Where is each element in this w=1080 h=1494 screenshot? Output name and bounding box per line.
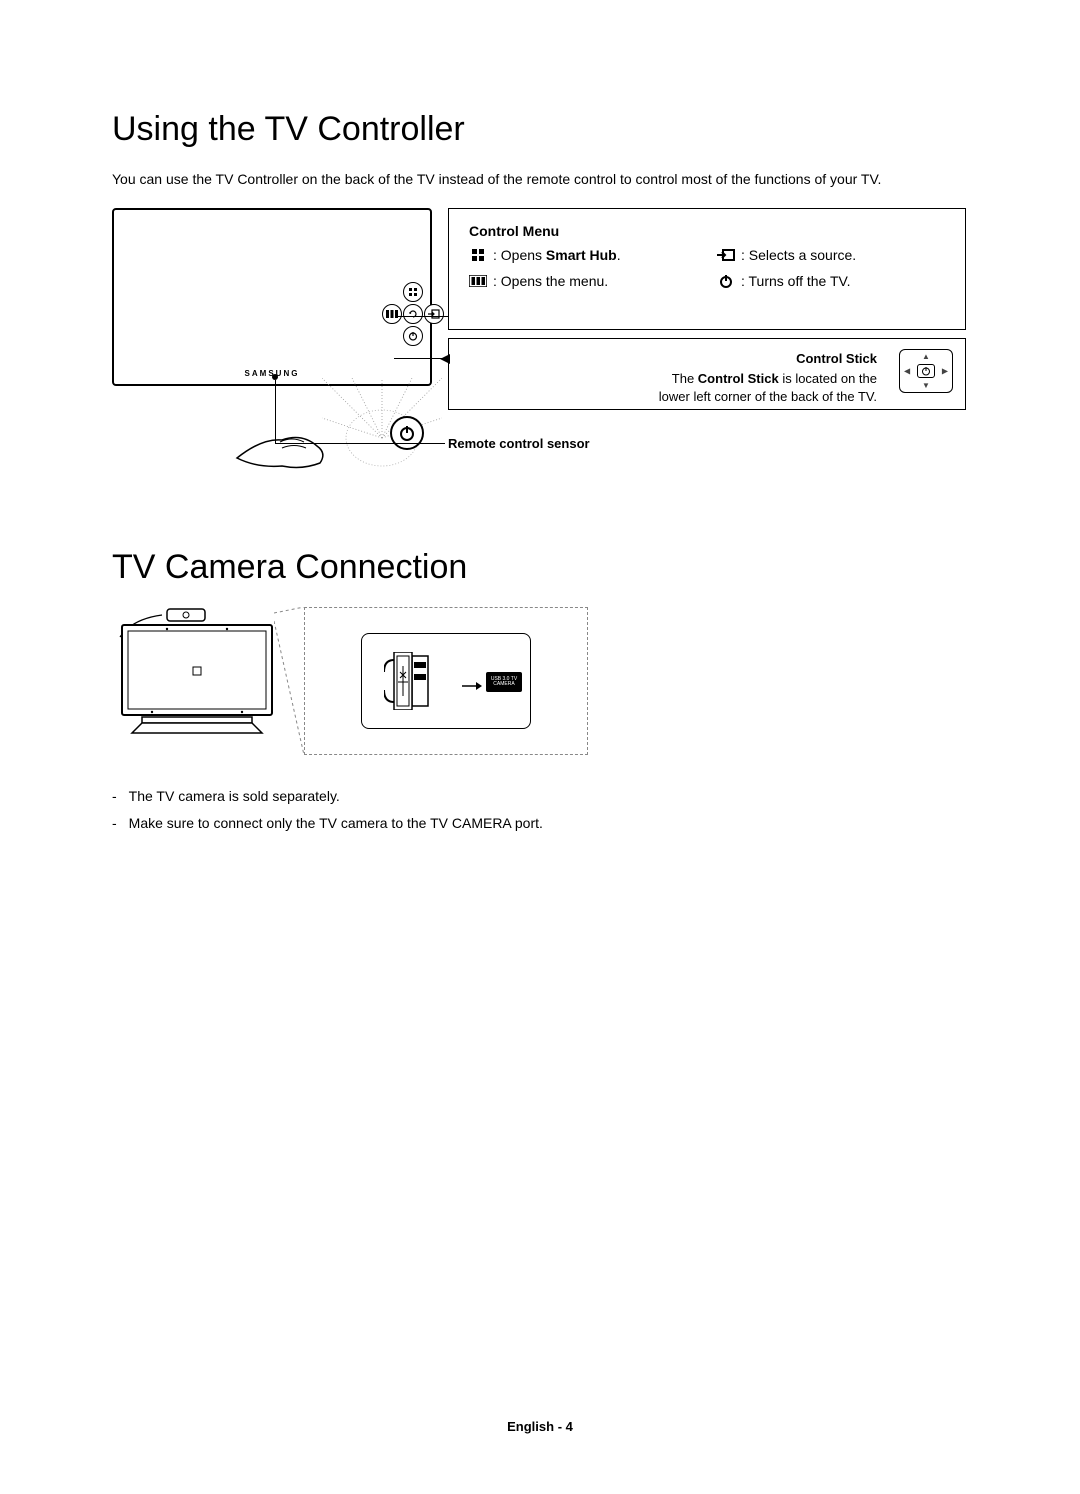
port-label: USB 3.0 TV CAMERA [486, 672, 522, 692]
menu-glyph-icon [469, 273, 487, 289]
power-icon [403, 326, 423, 346]
hand-illustration [232, 388, 442, 478]
control-stick-callout: Control Stick The Control Stick is locat… [448, 338, 966, 410]
camera-diagram: USB 3.0 TV CAMERA [112, 607, 968, 755]
callout-line [275, 443, 445, 444]
chevron-left-icon: ◀ [904, 367, 910, 376]
menu-icon [382, 304, 402, 324]
tv-with-camera-illustration [112, 607, 282, 737]
control-menu-callout: Control Menu : Opens Smart Hub. : Select… [448, 208, 966, 330]
smarthub-glyph-icon [469, 247, 487, 263]
control-menu-title: Control Menu [469, 223, 945, 239]
chevron-up-icon: ▲ [922, 352, 930, 361]
callout-line [398, 316, 448, 317]
notes-list: The TV camera is sold separately. Make s… [112, 783, 968, 836]
heading-tv-controller: Using the TV Controller [112, 110, 968, 149]
control-stick-title: Control Stick [469, 351, 945, 366]
tv-back-panel: SAMSUNG [112, 208, 432, 386]
callout-line [275, 380, 276, 444]
dashed-connector [274, 607, 304, 755]
return-icon [403, 304, 423, 324]
usb-plug-icon [384, 652, 440, 710]
smarthub-icon [403, 282, 423, 302]
chevron-down-icon: ▼ [922, 381, 930, 390]
hand-power-icon [390, 416, 424, 450]
menu-item-power: : Turns off the TV. [717, 273, 945, 289]
source-glyph-icon [717, 247, 735, 263]
stick-center-icon [917, 364, 935, 378]
menu-item-smarthub: : Opens Smart Hub. [469, 247, 697, 263]
remote-sensor-label: Remote control sensor [448, 436, 590, 451]
control-stick-diagram: ▲ ▼ ◀ ▶ [899, 349, 953, 393]
menu-item-menu: : Opens the menu. [469, 273, 697, 289]
port-zoom-box: USB 3.0 TV CAMERA [304, 607, 588, 755]
source-icon [424, 304, 444, 324]
chevron-right-icon: ▶ [942, 367, 948, 376]
intro-text: You can use the TV Controller on the bac… [112, 169, 968, 190]
control-stick-text: The Control Stick is located on the lowe… [469, 370, 945, 406]
page-footer: English - 4 [507, 1419, 573, 1434]
port-panel: USB 3.0 TV CAMERA [361, 633, 531, 729]
power-glyph-icon [717, 273, 735, 289]
menu-item-source: : Selects a source. [717, 247, 945, 263]
heading-camera-connection: TV Camera Connection [112, 548, 968, 587]
note-item: Make sure to connect only the TV camera … [112, 810, 968, 837]
tv-controller-diagram: SAMSUNG [112, 208, 968, 478]
arrow-right-icon [462, 678, 482, 694]
note-item: The TV camera is sold separately. [112, 783, 968, 810]
